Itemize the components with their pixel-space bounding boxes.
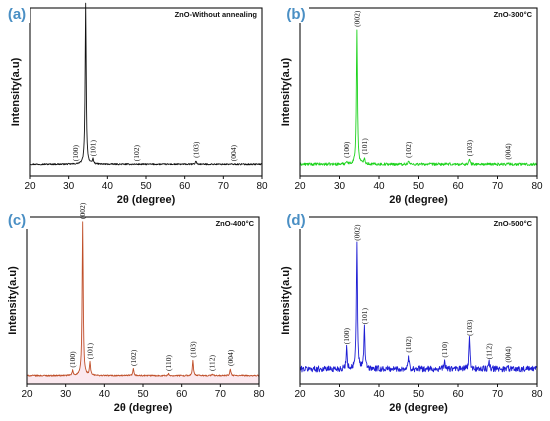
x-tick-label: 70 (492, 181, 504, 192)
peak-label: (100) (342, 141, 351, 158)
sample-title: ZnO-500°C (494, 219, 533, 228)
x-tick-label: 20 (21, 389, 33, 400)
x-tick-label: 50 (140, 181, 152, 192)
peak-label: (103) (191, 141, 200, 158)
panel-label: (d) (283, 210, 309, 229)
peak-label: (002) (78, 202, 87, 219)
x-tick-label: 80 (531, 389, 543, 400)
plot-frame (29, 7, 263, 177)
peak-label: (110) (440, 341, 449, 357)
x-tick-label: 50 (137, 389, 149, 400)
peak-label: (102) (404, 336, 413, 353)
peak-label: (002) (352, 224, 361, 241)
x-tick-label: 60 (176, 389, 188, 400)
panel-label: (c) (4, 210, 30, 229)
x-axis-title: 2θ (degree) (117, 194, 176, 206)
peak-label: (101) (89, 139, 98, 156)
x-tick-label: 80 (256, 181, 268, 192)
sample-title: ZnO-300°C (494, 10, 533, 19)
peak-label: (100) (68, 351, 77, 368)
panel-label-background (4, 4, 30, 23)
panel-label-text: (c) (8, 212, 26, 229)
peak-label: (102) (129, 349, 138, 366)
x-tick-label: 20 (294, 389, 306, 400)
x-tick-label: 70 (492, 389, 504, 400)
plot-frame (299, 7, 538, 177)
peak-label: (110) (164, 355, 173, 371)
x-tick-label: 40 (102, 181, 114, 192)
peak-label: (100) (342, 328, 351, 345)
x-tick-label: 20 (24, 181, 36, 192)
peak-label: (101) (360, 307, 369, 324)
xrd-panel-0: 20 30 40 50 60 70 80 2θ (degree) Intensity(a.u) Z… (4, 2, 268, 206)
x-tick-label: 70 (218, 181, 230, 192)
xrd-panel-3: 20 30 40 50 60 70 80 2θ (degree) Intensity(a.u) Z… (280, 210, 543, 414)
x-tick-label: 80 (253, 389, 265, 400)
peak-label: (002) (352, 10, 361, 27)
sample-title: ZnO-400°C (216, 219, 255, 228)
x-tick-label: 60 (452, 181, 464, 192)
peak-label: (112) (208, 355, 217, 371)
peak-label: (004) (503, 143, 512, 160)
x-tick-label: 40 (373, 389, 385, 400)
xrd-panel-1: 20 30 40 50 60 70 80 2θ (degree) Intensity(a.u) Z… (280, 4, 543, 206)
xrd-pattern-line (299, 241, 538, 373)
x-tick-label: 50 (413, 181, 425, 192)
x-tick-label: 70 (215, 389, 227, 400)
peak-label: (103) (188, 341, 197, 358)
peak-label: (103) (465, 319, 474, 336)
y-axis-title: Intensity(a.u) (10, 57, 22, 126)
y-axis-title: Intensity(a.u) (280, 57, 292, 126)
x-tick-label: 60 (452, 389, 464, 400)
x-tick-label: 40 (99, 389, 111, 400)
x-tick-label: 80 (531, 181, 543, 192)
x-axis-title: 2θ (degree) (389, 402, 448, 414)
panel-label: (b) (283, 4, 309, 23)
sample-title: ZnO-Without annealing (175, 10, 258, 19)
x-tick-label: 40 (373, 181, 385, 192)
xrd-pattern-line (299, 29, 538, 167)
peak-label: (101) (86, 343, 95, 360)
x-tick-label: 30 (60, 389, 72, 400)
pattern-fill-area (27, 221, 259, 384)
panel-label-text: (a) (8, 6, 26, 23)
peak-label: (100) (71, 144, 80, 161)
panel-label-text: (d) (286, 212, 305, 229)
peak-label: (102) (132, 144, 141, 161)
panel-label-background (283, 4, 309, 23)
x-tick-label: 30 (63, 181, 75, 192)
x-tick-label: 60 (179, 181, 191, 192)
x-tick-label: 30 (334, 389, 346, 400)
peak-label: (112) (485, 343, 494, 359)
y-axis-title: Intensity(a.u) (7, 266, 19, 335)
x-tick-label: 50 (413, 389, 425, 400)
xrd-pattern-line (29, 2, 263, 166)
plot-frame (26, 216, 260, 385)
plot-frame (299, 216, 538, 385)
y-axis-title: Intensity(a.u) (280, 266, 292, 335)
peak-label: (103) (465, 139, 474, 156)
xrd-panel-2: 20 30 40 50 60 70 80 2θ (degree) Intensity(a.u) Z… (4, 202, 265, 414)
peak-label: (101) (360, 138, 369, 155)
panel-label: (a) (4, 4, 30, 23)
xrd-pattern-line (26, 221, 260, 377)
panel-label-text: (b) (286, 6, 305, 23)
x-axis-title: 2θ (degree) (114, 402, 173, 414)
peak-label: (004) (226, 349, 235, 366)
peak-label: (004) (229, 144, 238, 161)
x-tick-label: 30 (334, 181, 346, 192)
panel-label-background (4, 210, 30, 229)
peak-label: (102) (404, 141, 413, 158)
x-tick-label: 20 (294, 181, 306, 192)
x-axis-title: 2θ (degree) (389, 194, 448, 206)
peak-label: (004) (503, 346, 512, 363)
panel-label-background (283, 210, 309, 229)
